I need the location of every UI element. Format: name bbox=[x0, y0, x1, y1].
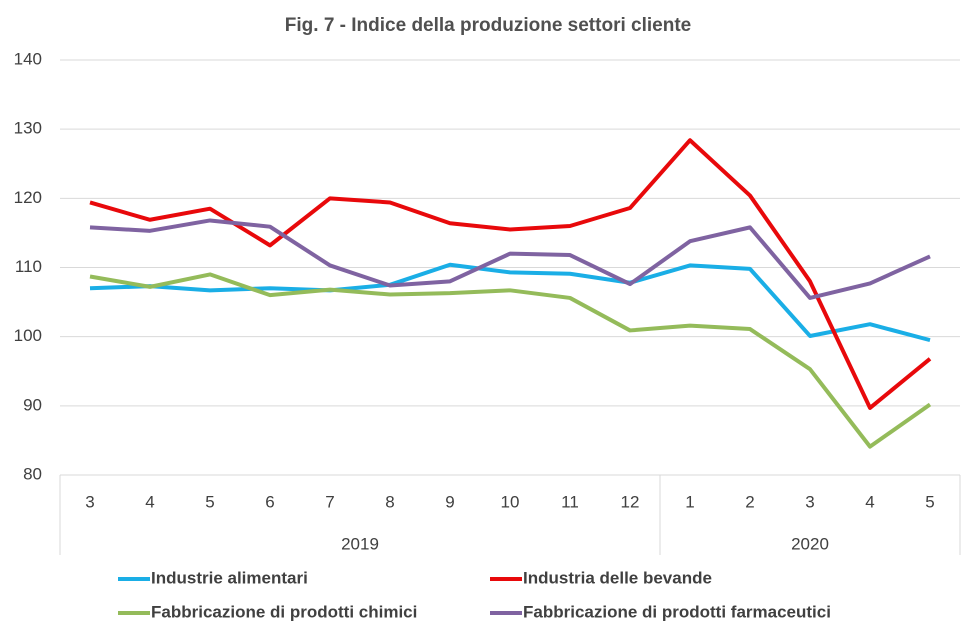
y-tick-label: 130 bbox=[14, 119, 42, 138]
x-tick-label: 5 bbox=[205, 492, 214, 511]
x-tick-label: 4 bbox=[145, 492, 154, 511]
y-tick-label: 110 bbox=[15, 257, 42, 276]
chart-title: Fig. 7 - Indice della produzione settori… bbox=[285, 15, 691, 36]
x-tick-label: 4 bbox=[865, 492, 874, 511]
x-group-label: 2019 bbox=[341, 534, 379, 553]
y-tick-label: 120 bbox=[14, 188, 42, 207]
x-tick-label: 9 bbox=[445, 492, 454, 511]
legend-label: Industria delle bevande bbox=[523, 568, 712, 587]
y-tick-label: 100 bbox=[14, 326, 42, 345]
series-line bbox=[89, 272, 932, 449]
x-tick-label: 1 bbox=[685, 492, 694, 511]
y-tick-label: 90 bbox=[23, 395, 42, 414]
x-tick-label: 11 bbox=[561, 492, 579, 511]
x-tick-label: 3 bbox=[85, 492, 94, 511]
x-tick-label: 8 bbox=[385, 492, 394, 511]
y-tick-label: 80 bbox=[23, 464, 42, 483]
series-line bbox=[89, 262, 931, 343]
x-tick-label: 10 bbox=[501, 492, 520, 511]
x-tick-label: 6 bbox=[265, 492, 274, 511]
series-line bbox=[89, 218, 931, 300]
x-group-label: 2020 bbox=[791, 534, 829, 553]
x-tick-label: 3 bbox=[805, 492, 814, 511]
legend-label: Fabbricazione di prodotti farmaceutici bbox=[523, 602, 831, 621]
x-tick-label: 2 bbox=[745, 492, 754, 511]
y-tick-label: 140 bbox=[14, 49, 42, 68]
x-tick-label: 7 bbox=[325, 492, 334, 511]
x-tick-label: 5 bbox=[925, 492, 934, 511]
x-tick-label: 12 bbox=[621, 492, 640, 511]
legend-label: Fabbricazione di prodotti chimici bbox=[151, 602, 417, 621]
legend-label: Industrie alimentari bbox=[151, 568, 308, 587]
